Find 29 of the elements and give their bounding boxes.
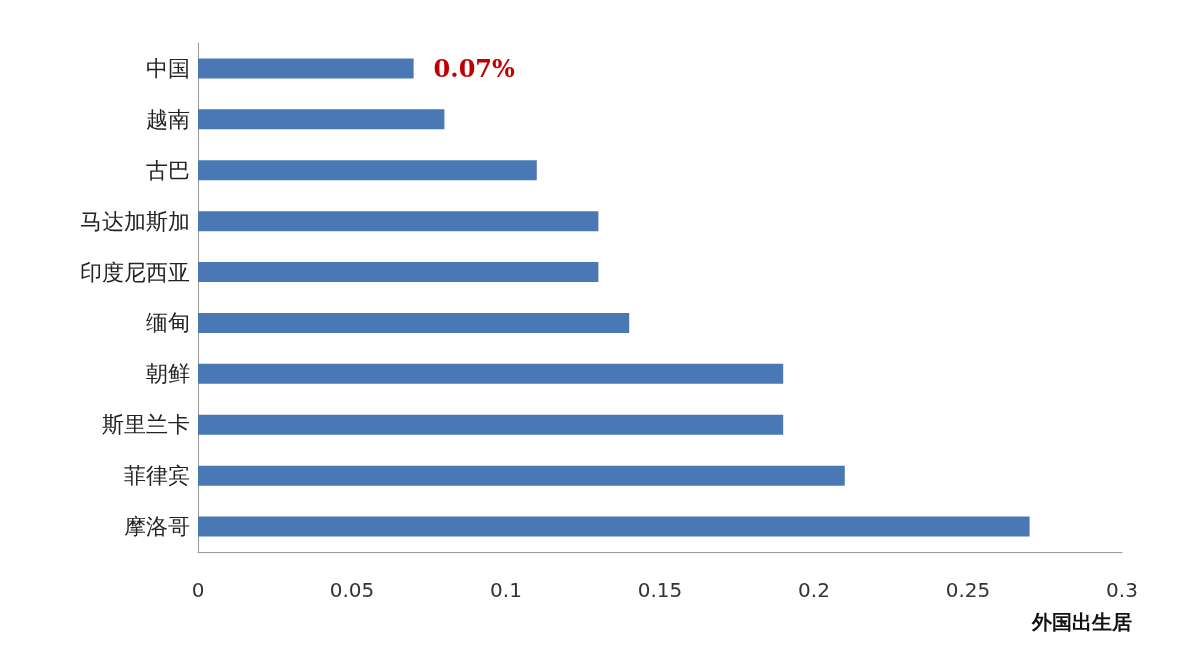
y-tick-label: 马达加斯加: [80, 208, 190, 234]
y-tick-label: 中国: [146, 55, 190, 81]
bar: [198, 262, 599, 283]
x-tick-label: 0.3: [1106, 578, 1138, 602]
x-tick-label: 0: [191, 578, 205, 602]
bar: [198, 312, 630, 333]
x-tick-label: 0.1: [490, 578, 522, 602]
x-tick-label: 0.25: [945, 578, 991, 602]
y-tick-label: 缅甸: [146, 310, 190, 336]
x-tick-label: 0.2: [798, 578, 830, 602]
y-tick-label: 朝鲜: [146, 361, 190, 387]
bar: [198, 414, 784, 435]
annotation: 0.07%: [433, 53, 516, 83]
y-tick-label: 斯里兰卡: [102, 412, 190, 438]
y-tick-label: 印度尼西亚: [80, 259, 190, 285]
bar: [198, 160, 537, 181]
y-tick-label: 摩洛哥: [124, 514, 190, 540]
y-tick-label: 古巴: [146, 157, 190, 183]
y-tick-label: 越南: [146, 106, 190, 132]
x-tick-label: 0.05: [329, 578, 375, 602]
bar: [198, 363, 784, 384]
bar: [198, 211, 599, 232]
bar: [198, 516, 1030, 537]
x-tick-label: 0.15: [637, 578, 683, 602]
x-axis-title: 外国出生居: [1031, 610, 1132, 634]
bar: [198, 465, 845, 486]
y-tick-label: 菲律宾: [124, 463, 190, 489]
bar: [198, 58, 414, 79]
bar: [198, 109, 445, 130]
